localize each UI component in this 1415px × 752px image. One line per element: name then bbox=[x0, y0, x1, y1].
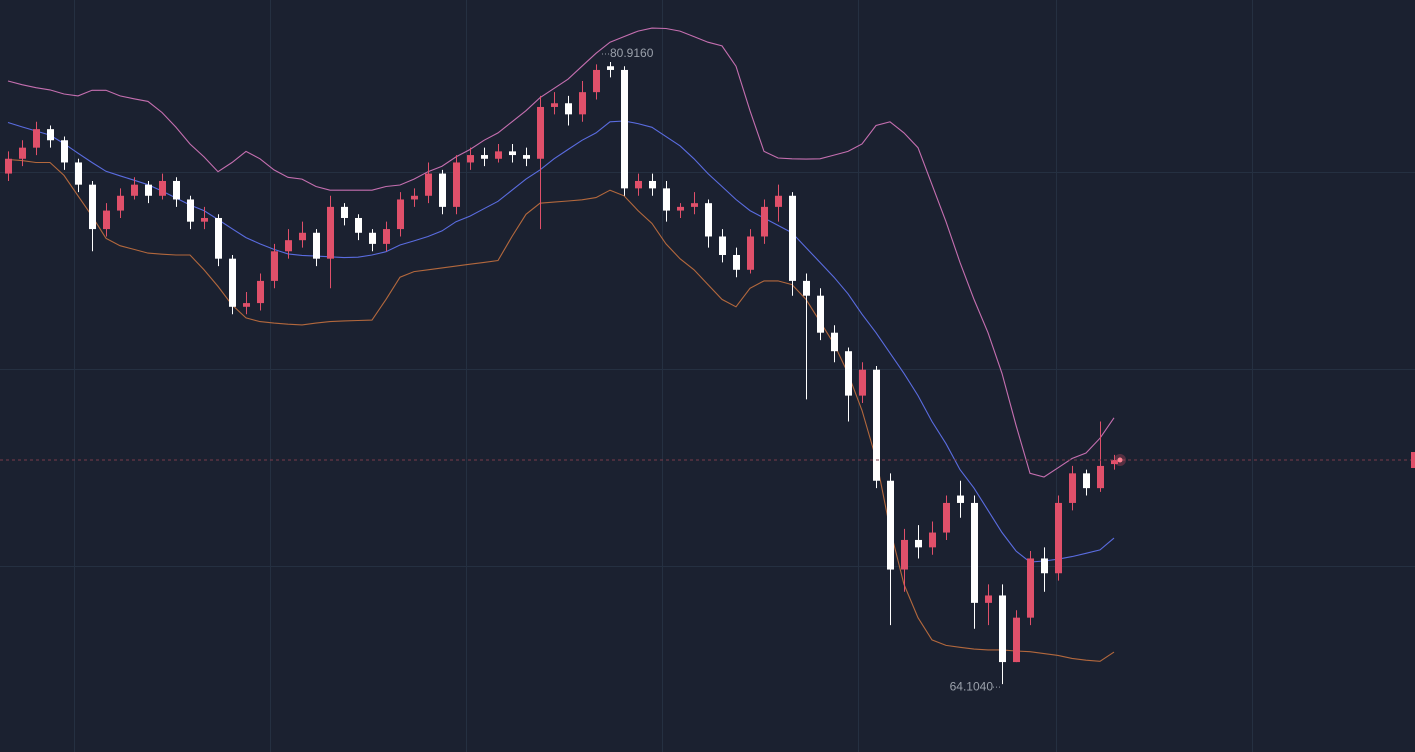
candle-body bbox=[1069, 473, 1076, 503]
candle-body bbox=[957, 495, 964, 503]
candle-body bbox=[243, 303, 250, 307]
candle-body bbox=[173, 180, 180, 200]
candle-body bbox=[705, 203, 712, 237]
candle-body bbox=[117, 195, 124, 211]
candle-body bbox=[621, 69, 628, 189]
candle-body bbox=[229, 258, 236, 307]
candle-body bbox=[831, 332, 838, 352]
candle-body bbox=[663, 188, 670, 211]
candle-body bbox=[649, 180, 656, 189]
band-line bbox=[7, 158, 1115, 662]
candle-body bbox=[257, 280, 264, 304]
candle-body bbox=[215, 217, 222, 259]
candle-body bbox=[285, 240, 292, 252]
candle-body bbox=[1083, 473, 1090, 489]
candle-body bbox=[397, 199, 404, 230]
candle-body bbox=[985, 595, 992, 603]
candle-body bbox=[971, 502, 978, 603]
candle-body bbox=[201, 217, 208, 222]
candle-body bbox=[691, 203, 698, 207]
candle-body bbox=[33, 129, 40, 148]
candle-body bbox=[761, 206, 768, 237]
price-marker bbox=[1411, 452, 1415, 469]
extreme-label: 64.1040 bbox=[950, 679, 994, 693]
candle-body bbox=[845, 351, 852, 396]
candle-body bbox=[411, 195, 418, 200]
candle-body bbox=[19, 147, 26, 159]
candle-body bbox=[131, 184, 138, 196]
candle-body bbox=[943, 502, 950, 533]
candle-body bbox=[75, 162, 82, 185]
candle-body bbox=[5, 158, 12, 174]
candle-body bbox=[1013, 617, 1020, 663]
candle-body bbox=[1055, 502, 1062, 574]
candle-body bbox=[551, 103, 558, 107]
candle-body bbox=[1027, 558, 1034, 618]
band-line bbox=[7, 27, 1115, 478]
candle-body bbox=[523, 155, 530, 159]
candle-body bbox=[775, 195, 782, 207]
candle-body bbox=[1041, 558, 1048, 574]
candle-body bbox=[901, 539, 908, 570]
candle-body bbox=[719, 236, 726, 255]
candle-body bbox=[677, 206, 684, 211]
candle-body bbox=[47, 129, 54, 141]
candle-body bbox=[915, 539, 922, 548]
candle-body bbox=[733, 254, 740, 270]
candle-body bbox=[327, 206, 334, 259]
candle-body bbox=[341, 206, 348, 218]
candle-body bbox=[999, 595, 1006, 663]
candle-body bbox=[929, 532, 936, 548]
candle-body bbox=[159, 180, 166, 196]
candle-body bbox=[103, 210, 110, 230]
candle-body bbox=[299, 232, 306, 241]
candle-body bbox=[495, 151, 502, 159]
candle-body bbox=[803, 280, 810, 296]
candle-body bbox=[565, 103, 572, 115]
extreme-label: 80.9160 bbox=[610, 46, 654, 60]
candle-body bbox=[355, 217, 362, 233]
candle-body bbox=[537, 106, 544, 159]
candle-body bbox=[635, 180, 642, 189]
candle-body bbox=[607, 66, 614, 70]
candle-body bbox=[873, 369, 880, 481]
candle-body bbox=[1111, 460, 1118, 465]
candle-body bbox=[187, 199, 194, 222]
candle-body bbox=[369, 232, 376, 244]
candle-body bbox=[1097, 465, 1104, 489]
candle-body bbox=[439, 173, 446, 207]
candle-body bbox=[89, 184, 96, 230]
candle-body bbox=[859, 369, 866, 396]
candle-body bbox=[579, 92, 586, 115]
candle-body bbox=[887, 480, 894, 570]
candle-body bbox=[747, 236, 754, 270]
candle-body bbox=[313, 232, 320, 259]
candle-body bbox=[145, 184, 152, 196]
candle-body bbox=[789, 195, 796, 281]
candle-body bbox=[61, 140, 68, 163]
candle-body bbox=[467, 155, 474, 163]
candle-body bbox=[383, 229, 390, 244]
candle-body bbox=[271, 251, 278, 281]
candle-body bbox=[817, 295, 824, 333]
candle-body bbox=[509, 151, 516, 156]
candle-body bbox=[481, 155, 488, 159]
candle-body bbox=[593, 69, 600, 93]
candle-body bbox=[453, 162, 460, 207]
candle-body bbox=[425, 173, 432, 196]
last-dot bbox=[1117, 457, 1123, 463]
